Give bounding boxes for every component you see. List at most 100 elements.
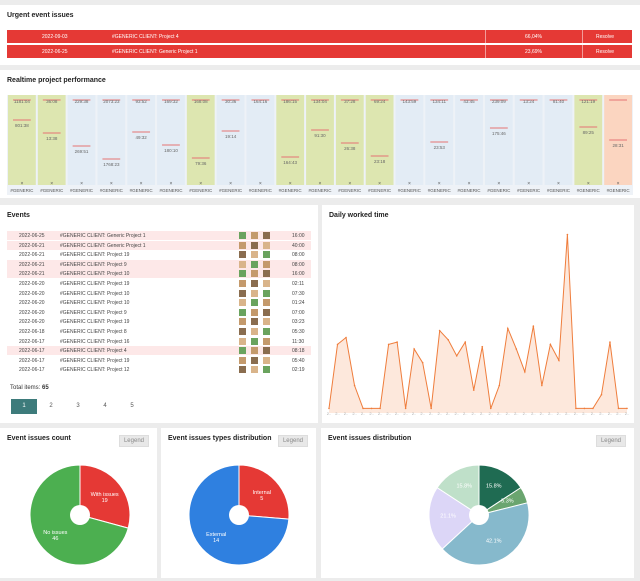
page-button-3[interactable]: 3 [76,403,80,409]
realtime-top-label: 2073:23 [103,99,120,104]
issues-count-panel: Event issues count Legend With issues 19 N… [0,428,157,578]
avatar [239,241,246,249]
realtime-top-label: 239:09 [492,99,506,104]
legend-button[interactable]: Legend [595,435,626,447]
legend-button[interactable]: Legend [277,435,308,447]
daily-point [421,361,424,364]
daily-point [600,393,603,396]
avatar [251,251,258,259]
realtime-column [395,95,424,185]
realtime-column [425,95,454,185]
table-row[interactable]: 2022-06-20 #GENERIC CLIENT: Project 9 07:0… [7,308,311,317]
pie-label: 15.8% [456,484,472,490]
realtime-top-label: 13:24 [523,99,535,104]
daily-tick: 2.. [369,411,373,416]
realtime-tick-icon: × [527,181,530,187]
daily-point [532,325,535,327]
page-button-4[interactable]: 4 [103,403,107,409]
table-row[interactable]: 2022-06-20 #GENERIC CLIENT: Project 10 07:… [7,289,311,298]
avatar [239,232,246,239]
urgent-panel: Urgent event issues 2022-09-03 #GENERIC C… [0,5,640,65]
table-row[interactable]: 2022-06-21 #GENERIC CLIENT: Generic Proje… [7,240,311,250]
avatar [263,366,270,374]
table-row[interactable]: 2022-06-21 #GENERIC CLIENT: Project 19 08:… [7,250,311,259]
page-button-2[interactable]: 2 [49,403,53,409]
table-row[interactable]: 2022-06-25 #GENERIC CLIENT: Generic Proje… [7,231,311,240]
event-project: #GENERIC CLIENT: Project 12 [60,367,130,374]
table-row[interactable]: 2022-06-17 #GENERIC CLIENT: Project 16 11:… [7,337,311,346]
issues-dist-panel: Event issues distribution Legend 15.8% 5.… [321,428,634,578]
realtime-mid-label: 13:38 [46,136,58,141]
realtime-column [306,95,334,185]
event-date: 2022-06-17 [19,338,45,345]
event-project: #GENERIC CLIENT: Generic Project 1 [60,242,146,249]
daily-tick: 2.. [480,411,484,416]
daily-tick: 2.. [565,411,569,416]
table-row[interactable]: 2022-06-17 #GENERIC CLIENT: Project 19 05:… [7,356,311,365]
urgent-percent: 66,04% [525,34,542,40]
daily-tick: 2.. [531,411,535,416]
legend-button[interactable]: Legend [118,435,149,447]
realtime-top-label: 36:08 [46,99,58,104]
realtime-top-label: 43:45 [463,99,475,104]
urgent-separator [485,45,486,58]
pie-value: 5 [260,496,263,502]
realtime-tick-icon: × [408,181,411,187]
daily-point [549,343,552,346]
daily-tick: 2.. [582,411,586,416]
page-button-5[interactable]: 5 [130,403,134,409]
daily-point [404,407,407,410]
event-time: 05:40 [292,357,305,364]
realtime-axis-label: #GENERIC [577,188,601,193]
urgent-date: 2022-06-25 [42,49,68,55]
table-row[interactable]: 2022-06-18 #GENERIC CLIENT: Project 8 05:3… [7,327,311,336]
event-project: #GENERIC CLIENT: Project 10 [60,290,130,297]
daily-tick: 2.. [557,411,561,416]
realtime-mid-label: 89:25 [583,130,595,135]
daily-point [541,384,543,387]
realtime-axis-label: #GENERIC [189,188,213,193]
issues-dist-title: Event issues distribution [328,435,412,442]
page-button-1[interactable]: 1 [11,399,37,414]
daily-point [464,341,467,343]
table-row[interactable]: 2022-06-21 #GENERIC CLIENT: Project 10 16:… [7,269,311,279]
resolve-link[interactable]: Resolve [596,34,615,40]
urgent-row[interactable]: 2022-06-25 #GENERIC CLIENT: Generic Proje… [7,45,632,58]
realtime-mid-label: 79:36 [195,161,207,166]
realtime-tick-icon: × [50,181,53,187]
realtime-top-label: 169:32 [164,99,178,104]
daily-title: Daily worked time [329,212,389,219]
table-row[interactable]: 2022-06-20 #GENERIC CLIENT: Project 19 03:… [7,317,311,326]
table-row[interactable]: 2022-06-17 #GENERIC CLIENT: Project 12 02:… [7,365,311,374]
realtime-axis-label: #GENERIC [547,188,571,193]
table-row[interactable]: 2022-06-20 #GENERIC CLIENT: Project 19 02:… [7,279,311,288]
daily-point [558,359,560,362]
realtime-column [157,95,185,185]
realtime-top-label: 30:36 [225,99,237,104]
daily-tick: 2.. [548,411,552,416]
event-time: 07:00 [292,309,305,316]
avatar [251,366,258,374]
daily-tick: 2.. [378,411,382,416]
event-time: 11:30 [292,338,305,345]
avatar [239,366,246,374]
realtime-mid-label: 28:31 [612,143,624,148]
resolve-link[interactable]: Resolve [596,49,615,55]
event-project: #GENERIC CLIENT: Project 8 [60,329,127,335]
issues-types-title: Event issues types distribution [168,435,272,442]
urgent-row[interactable]: 2022-09-03 #GENERIC CLIENT: Project 4 66,0… [7,30,632,43]
pie-slice [436,464,480,516]
event-time: 02:11 [292,281,305,287]
urgent-title: Urgent event issues [7,12,74,19]
table-row[interactable]: 2022-06-21 #GENERIC CLIENT: Project 9 08:0… [7,259,311,269]
avatar [263,356,270,364]
realtime-axis-label: #GENERIC [219,188,243,193]
total-items: Total items: 65 [10,385,49,391]
avatar [251,347,258,355]
table-row[interactable]: 2022-06-20 #GENERIC CLIENT: Project 10 01:… [7,298,311,307]
realtime-column [484,95,513,185]
table-row[interactable]: 2022-06-17 #GENERIC CLIENT: Project 4 08:1… [7,346,311,356]
avatar [263,260,270,268]
avatar [263,308,270,316]
realtime-tick-icon: × [20,181,23,187]
